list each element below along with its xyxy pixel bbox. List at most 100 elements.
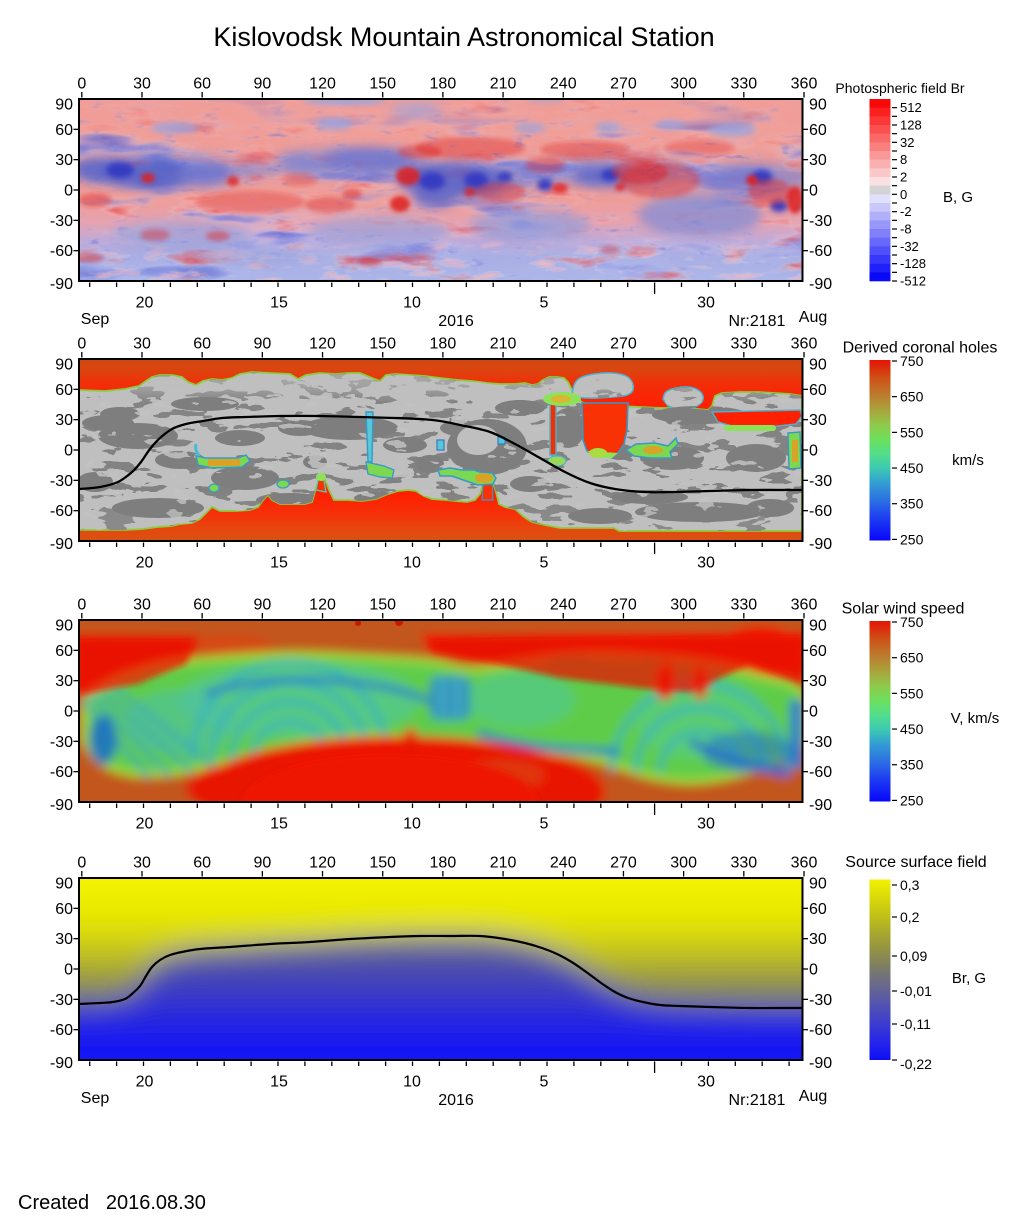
svg-text:750: 750 bbox=[900, 614, 924, 630]
svg-text:-8: -8 bbox=[900, 222, 912, 237]
svg-text:90: 90 bbox=[809, 618, 827, 635]
svg-text:10: 10 bbox=[403, 1074, 421, 1091]
svg-text:250: 250 bbox=[900, 792, 924, 808]
svg-text:V, km/s: V, km/s bbox=[951, 710, 1000, 727]
svg-text:360: 360 bbox=[791, 336, 818, 353]
svg-text:0: 0 bbox=[64, 443, 73, 460]
svg-text:90: 90 bbox=[55, 97, 73, 114]
svg-text:-60: -60 bbox=[809, 764, 832, 781]
svg-text:30: 30 bbox=[697, 1074, 715, 1091]
svg-text:32: 32 bbox=[900, 135, 914, 150]
svg-text:90: 90 bbox=[55, 357, 73, 374]
svg-text:-90: -90 bbox=[809, 797, 832, 814]
svg-text:270: 270 bbox=[610, 597, 637, 614]
svg-text:90: 90 bbox=[253, 855, 271, 872]
svg-text:-30: -30 bbox=[50, 992, 73, 1009]
svg-text:30: 30 bbox=[809, 152, 827, 169]
svg-text:Sep: Sep bbox=[81, 1090, 110, 1107]
svg-text:0: 0 bbox=[809, 443, 818, 460]
svg-text:120: 120 bbox=[309, 336, 336, 353]
svg-text:20: 20 bbox=[136, 1074, 154, 1091]
svg-text:550: 550 bbox=[900, 685, 924, 701]
svg-text:150: 150 bbox=[369, 336, 396, 353]
svg-text:10: 10 bbox=[403, 555, 421, 572]
svg-text:-512: -512 bbox=[900, 274, 926, 289]
svg-text:-0,22: -0,22 bbox=[900, 1056, 932, 1072]
svg-text:450: 450 bbox=[900, 460, 924, 476]
svg-text:300: 300 bbox=[670, 597, 697, 614]
svg-text:60: 60 bbox=[193, 597, 211, 614]
svg-text:210: 210 bbox=[490, 597, 517, 614]
svg-text:180: 180 bbox=[430, 597, 457, 614]
svg-text:30: 30 bbox=[55, 931, 73, 948]
svg-text:-30: -30 bbox=[809, 734, 832, 751]
svg-text:210: 210 bbox=[490, 76, 517, 93]
svg-text:240: 240 bbox=[550, 597, 577, 614]
svg-text:120: 120 bbox=[309, 597, 336, 614]
svg-text:Sep: Sep bbox=[81, 311, 110, 328]
svg-text:330: 330 bbox=[730, 336, 757, 353]
svg-text:10: 10 bbox=[403, 295, 421, 312]
svg-text:-60: -60 bbox=[50, 1022, 73, 1039]
svg-text:30: 30 bbox=[133, 76, 151, 93]
svg-text:Photospheric field Br: Photospheric field Br bbox=[835, 80, 965, 96]
svg-text:0: 0 bbox=[809, 962, 818, 979]
svg-text:750: 750 bbox=[900, 353, 924, 369]
svg-text:180: 180 bbox=[430, 336, 457, 353]
svg-text:60: 60 bbox=[193, 336, 211, 353]
svg-text:90: 90 bbox=[253, 336, 271, 353]
svg-text:120: 120 bbox=[309, 855, 336, 872]
svg-text:-60: -60 bbox=[50, 503, 73, 520]
svg-text:Source surface field: Source surface field bbox=[845, 854, 986, 871]
svg-text:60: 60 bbox=[809, 643, 827, 660]
svg-text:90: 90 bbox=[55, 618, 73, 635]
svg-text:5: 5 bbox=[540, 1074, 549, 1091]
svg-text:-30: -30 bbox=[809, 213, 832, 230]
svg-text:512: 512 bbox=[900, 100, 922, 115]
svg-text:90: 90 bbox=[809, 97, 827, 114]
svg-text:30: 30 bbox=[809, 673, 827, 690]
svg-text:0: 0 bbox=[900, 187, 907, 202]
svg-text:30: 30 bbox=[133, 597, 151, 614]
svg-text:650: 650 bbox=[900, 389, 924, 405]
svg-text:5: 5 bbox=[540, 816, 549, 833]
svg-text:8: 8 bbox=[900, 152, 907, 167]
svg-text:330: 330 bbox=[730, 76, 757, 93]
svg-text:-60: -60 bbox=[809, 243, 832, 260]
svg-text:0: 0 bbox=[77, 336, 86, 353]
svg-text:60: 60 bbox=[193, 855, 211, 872]
svg-text:0,09: 0,09 bbox=[900, 948, 927, 964]
svg-text:30: 30 bbox=[697, 816, 715, 833]
svg-text:360: 360 bbox=[791, 76, 818, 93]
svg-text:350: 350 bbox=[900, 496, 924, 512]
svg-text:30: 30 bbox=[809, 931, 827, 948]
svg-text:-90: -90 bbox=[50, 536, 73, 553]
svg-text:350: 350 bbox=[900, 757, 924, 773]
svg-text:0: 0 bbox=[77, 76, 86, 93]
svg-text:30: 30 bbox=[809, 412, 827, 429]
svg-text:150: 150 bbox=[369, 76, 396, 93]
svg-text:180: 180 bbox=[430, 855, 457, 872]
svg-text:360: 360 bbox=[791, 597, 818, 614]
svg-text:120: 120 bbox=[309, 76, 336, 93]
svg-text:-60: -60 bbox=[809, 1022, 832, 1039]
svg-text:270: 270 bbox=[610, 855, 637, 872]
svg-text:60: 60 bbox=[809, 382, 827, 399]
svg-text:90: 90 bbox=[809, 876, 827, 893]
svg-text:270: 270 bbox=[610, 336, 637, 353]
svg-text:-30: -30 bbox=[50, 473, 73, 490]
svg-text:60: 60 bbox=[55, 122, 73, 139]
svg-text:Solar wind speed: Solar wind speed bbox=[842, 601, 965, 618]
svg-text:90: 90 bbox=[55, 876, 73, 893]
svg-text:Derived coronal holes: Derived coronal holes bbox=[843, 340, 998, 357]
svg-text:-0,11: -0,11 bbox=[900, 1016, 931, 1032]
svg-text:Br, G: Br, G bbox=[952, 970, 986, 987]
svg-text:15: 15 bbox=[270, 295, 288, 312]
svg-text:240: 240 bbox=[550, 336, 577, 353]
svg-text:-0,01: -0,01 bbox=[900, 983, 932, 999]
svg-text:0: 0 bbox=[64, 962, 73, 979]
svg-text:2016: 2016 bbox=[438, 1092, 474, 1109]
svg-text:30: 30 bbox=[133, 855, 151, 872]
svg-text:180: 180 bbox=[430, 76, 457, 93]
svg-text:-90: -90 bbox=[809, 276, 832, 293]
